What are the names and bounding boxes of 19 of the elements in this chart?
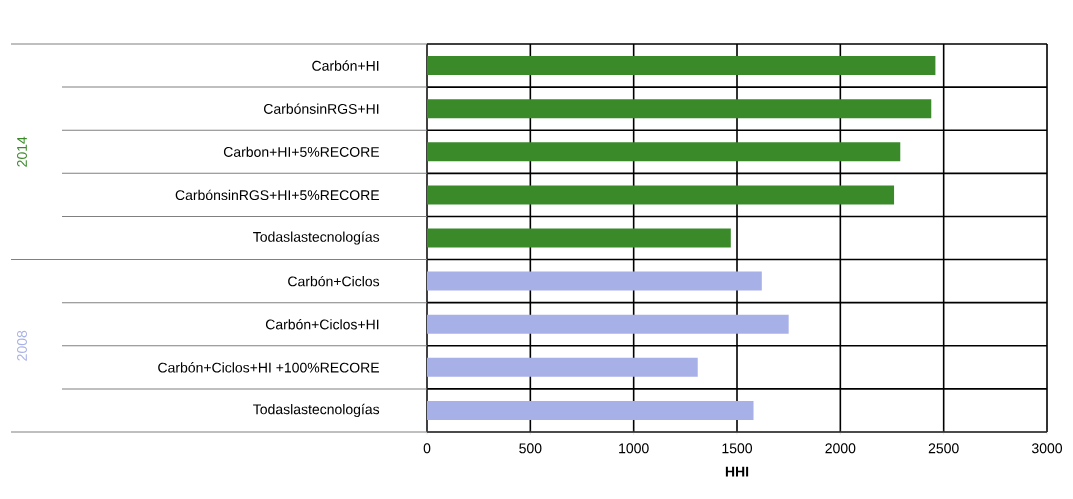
- x-tick-label: 1000: [619, 443, 649, 454]
- y-tick-label: CarbónsinRGS+HI: [264, 103, 379, 114]
- x-tick-label: 0: [423, 443, 431, 454]
- x-tick-label: 3000: [1031, 443, 1063, 454]
- y-tick-label: Carbón+Ciclos: [288, 275, 380, 287]
- x-tick-label: 1500: [722, 443, 753, 454]
- y-tick-label: Carbón+HI: [312, 60, 379, 71]
- text: 2008: [17, 330, 27, 361]
- x-tick-label: 2500: [928, 443, 959, 454]
- x-tick-label: 2000: [825, 443, 856, 454]
- x-axis-title: HHI: [725, 466, 749, 477]
- y-tick-label: CarbónsinRGS+HI+5%RECORE: [175, 189, 380, 201]
- text: 2014: [17, 136, 27, 167]
- y-tick-label: Todaslastecnologías: [253, 231, 380, 245]
- y-tick-label: Carbón+Ciclos+HI: [265, 318, 379, 330]
- x-tick-label: 500: [519, 443, 542, 454]
- y-tick-label: Carbón+Ciclos+HI +100%RECORE: [158, 362, 379, 373]
- y-tick-label: Todaslastecnologías: [253, 403, 380, 418]
- y-tick-label: Carbon+HI+5%RECORE: [223, 146, 380, 157]
